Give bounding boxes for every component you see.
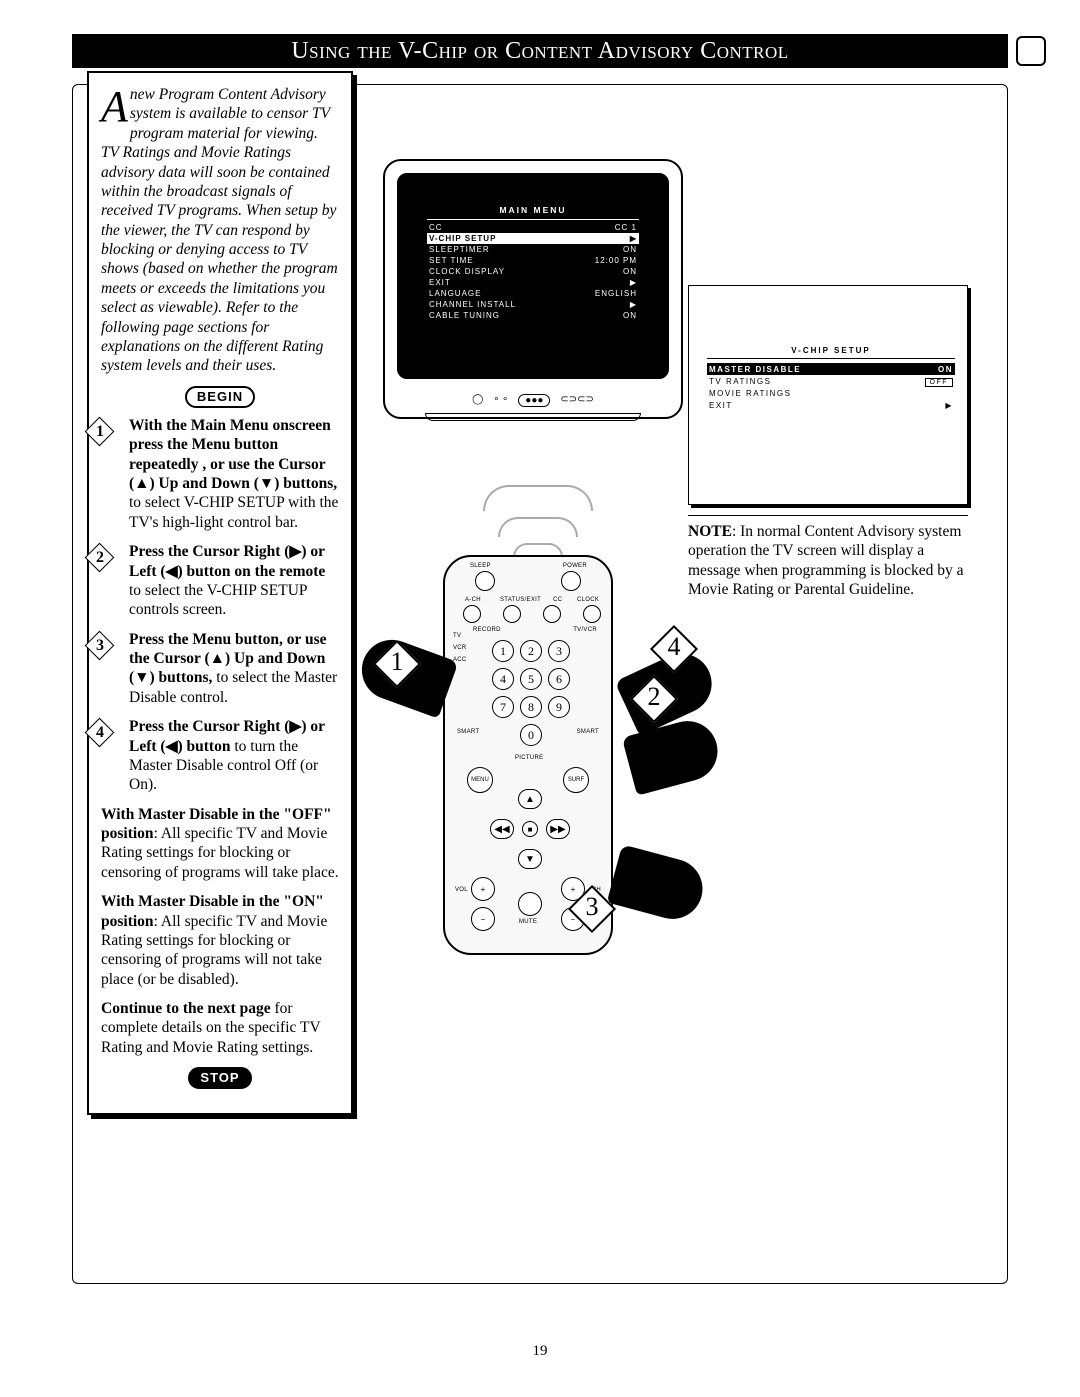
step-bold: Press the Cursor Right (▶) or Left (◀) b… xyxy=(129,543,325,579)
step-number: 2 xyxy=(85,548,115,568)
tv-menu-title: MAIN MENU xyxy=(427,205,639,215)
hand-icon xyxy=(607,844,709,925)
master-on-para: With Master Disable in the "ON" position… xyxy=(101,892,339,989)
step-rest: to select the V-CHIP SETUP controls scre… xyxy=(129,582,307,618)
status-button xyxy=(503,605,521,623)
tv-menu-row: CLOCK DISPLAYON xyxy=(427,266,639,277)
picture-label: PICTURE xyxy=(515,755,543,761)
num-button: 2 xyxy=(520,640,542,662)
ach-label: A-CH xyxy=(465,597,481,603)
vol-label: VOL xyxy=(455,887,468,893)
callout-1: 1 xyxy=(373,640,421,688)
intro-text: new Program Content Advisory system is a… xyxy=(101,86,338,374)
step-1: 1 With the Main Menu onscreen press the … xyxy=(101,416,339,532)
clock-label: CLOCK xyxy=(577,597,599,603)
cursor-down-button: ▼ xyxy=(518,849,542,869)
cursor-pad: ▲ ▼ ◀◀ ▶▶ ■ xyxy=(490,789,570,869)
content-frame: Anew Program Content Advisory system is … xyxy=(72,84,1008,1284)
vchip-menu-row: EXIT▶ xyxy=(707,399,955,411)
note-box: NOTE: In normal Content Advisory system … xyxy=(688,515,968,600)
cursor-left-button: ◀◀ xyxy=(490,819,514,839)
ach-button xyxy=(463,605,481,623)
tv-menu-row: CHANNEL INSTALL▶ xyxy=(427,299,639,310)
tv-menu-row: SET TIME12:00 PM xyxy=(427,255,639,266)
tv-menu-row: CCCC 1 xyxy=(427,222,639,233)
step-bold: With the Main Menu onscreen press the Me… xyxy=(129,417,337,492)
power-label: POWER xyxy=(563,563,587,569)
step-number: 3 xyxy=(85,636,115,656)
cc-button xyxy=(543,605,561,623)
callout-2: 2 xyxy=(630,675,678,723)
tv-menu-row: V-CHIP SETUP▶ xyxy=(427,233,639,244)
continue-bold: Continue to the next page xyxy=(101,1000,271,1017)
step-number: 4 xyxy=(85,723,115,743)
tv-front-controls: ◯∘ ∘●●●⊂⊃⊂⊃ xyxy=(385,394,681,407)
note-bold: NOTE xyxy=(688,523,732,540)
mute-label: MUTE xyxy=(519,919,537,925)
clock-button xyxy=(583,605,601,623)
status-label: STATUS/EXIT xyxy=(500,597,541,603)
num-button: 0 xyxy=(520,724,542,746)
page-title-bar: Using the V-Chip or Content Advisory Con… xyxy=(72,34,1008,68)
tv-illustration: MAIN MENU CCCC 1V-CHIP SETUP▶SLEEPTIMERO… xyxy=(383,159,693,469)
vchip-menu-row: TV RATINGSOFF xyxy=(707,375,955,387)
tv-menu-row: LANGUAGEENGLISH xyxy=(427,288,639,299)
tvvcr-label: TV/VCR xyxy=(573,627,597,633)
vol-up-button: + xyxy=(471,877,495,901)
sleep-label: SLEEP xyxy=(470,563,491,569)
cursor-center-button: ■ xyxy=(522,821,538,837)
num-button: 6 xyxy=(548,668,570,690)
vchip-setup-panel: V-CHIP SETUP MASTER DISABLEONTV RATINGSO… xyxy=(688,285,968,505)
vchip-title: V-CHIP SETUP xyxy=(707,346,955,355)
tv-menu-row: EXIT▶ xyxy=(427,277,639,288)
step-4: 4 Press the Cursor Right (▶) or Left (◀)… xyxy=(101,717,339,795)
title-corner-icon xyxy=(1016,36,1046,66)
vcr-label: VCR xyxy=(453,645,467,651)
tv-menu-row: SLEEPTIMERON xyxy=(427,244,639,255)
power-button xyxy=(561,571,581,591)
master-off-para: With Master Disable in the "OFF" positio… xyxy=(101,805,339,883)
cc-label: CC xyxy=(553,597,562,603)
num-button: 1 xyxy=(492,640,514,662)
num-button: 9 xyxy=(548,696,570,718)
step-2: 2 Press the Cursor Right (▶) or Left (◀)… xyxy=(101,542,339,620)
cursor-up-button: ▲ xyxy=(518,789,542,809)
page-number: 19 xyxy=(72,1343,1008,1360)
instruction-column: Anew Program Content Advisory system is … xyxy=(87,71,353,1115)
continue-para: Continue to the next page for complete d… xyxy=(101,999,339,1057)
dropcap: A xyxy=(101,85,130,125)
tv-menu-row: CABLE TUNINGON xyxy=(427,310,639,321)
smart-right-label: SMART xyxy=(577,729,599,735)
page-title: Using the V-Chip or Content Advisory Con… xyxy=(291,38,788,65)
num-button: 4 xyxy=(492,668,514,690)
callout-3: 3 xyxy=(568,885,616,933)
smart-left-label: SMART xyxy=(457,729,479,735)
step-3: 3 Press the Menu button, or use the Curs… xyxy=(101,630,339,708)
begin-pill: BEGIN xyxy=(185,386,255,408)
mute-button xyxy=(518,892,542,916)
num-button: 5 xyxy=(520,668,542,690)
sleep-button xyxy=(475,571,495,591)
intro-paragraph: Anew Program Content Advisory system is … xyxy=(101,85,339,376)
callout-4: 4 xyxy=(650,625,698,673)
tv-label: TV xyxy=(453,633,461,639)
vchip-menu-row: MASTER DISABLEON xyxy=(707,363,955,375)
stop-pill: STOP xyxy=(188,1067,251,1089)
step-number: 1 xyxy=(85,422,115,442)
tv-main-menu: MAIN MENU CCCC 1V-CHIP SETUP▶SLEEPTIMERO… xyxy=(427,205,639,365)
num-button: 3 xyxy=(548,640,570,662)
vol-down-button: − xyxy=(471,907,495,931)
cursor-right-button: ▶▶ xyxy=(546,819,570,839)
vchip-menu-row: MOVIE RATINGS xyxy=(707,387,955,399)
num-button: 7 xyxy=(492,696,514,718)
record-label: RECORD xyxy=(473,627,501,633)
step-rest: to select V-CHIP SETUP with the TV's hig… xyxy=(129,494,338,530)
num-button: 8 xyxy=(520,696,542,718)
number-pad: 123 456 7890 xyxy=(489,637,573,749)
